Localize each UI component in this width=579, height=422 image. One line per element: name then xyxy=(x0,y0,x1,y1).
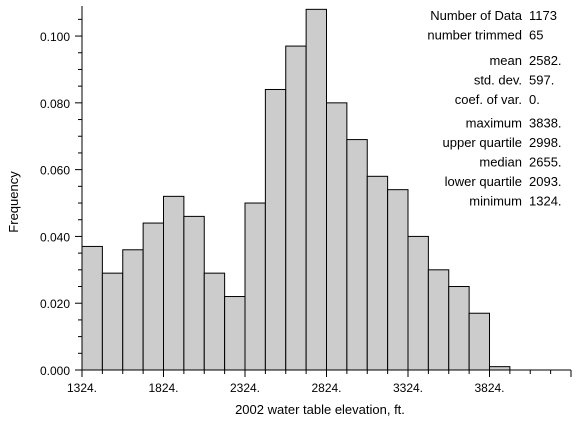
x-axis-label: 2002 water table elevation, ft. xyxy=(235,402,405,417)
y-tick-label: 0.020 xyxy=(40,297,70,311)
histogram-bar xyxy=(264,88,287,371)
histogram-bar xyxy=(489,366,511,371)
stat-label: median xyxy=(479,155,522,170)
x-tick-label: 1824. xyxy=(148,381,178,395)
stat-label: number trimmed xyxy=(427,28,522,43)
stat-value: 0. xyxy=(529,92,540,107)
y-axis-label: Frequency xyxy=(6,171,21,233)
histogram-bar xyxy=(407,235,429,371)
y-tick-label: 0.100 xyxy=(40,30,70,44)
histogram-bar xyxy=(224,296,246,371)
stat-value: 2582. xyxy=(529,53,562,68)
x-tick-label: 1324. xyxy=(67,381,97,395)
histogram-bar xyxy=(326,102,348,371)
histogram-bar xyxy=(387,189,409,371)
stat-label: coef. of var. xyxy=(455,92,522,107)
x-tick-label: 3824. xyxy=(474,381,504,395)
stat-value: 2093. xyxy=(529,174,562,189)
stat-label: upper quartile xyxy=(443,135,523,150)
histogram-bar xyxy=(366,175,389,371)
stat-value: 1173 xyxy=(529,8,557,23)
histogram-bar xyxy=(346,139,368,371)
histogram-bar xyxy=(244,202,266,371)
x-axis-ticks: 1324. 1824. 2324. 2824. 3324. 3824. xyxy=(67,370,572,395)
histogram-bar xyxy=(142,222,164,371)
histogram-bar xyxy=(468,312,490,371)
histogram-bar xyxy=(305,8,327,371)
y-tick-label: 0.000 xyxy=(40,364,70,378)
stat-label: Number of Data xyxy=(430,8,523,23)
stat-value: 65 xyxy=(529,28,543,43)
stat-value: 2998. xyxy=(529,135,562,150)
stat-value: 2655. xyxy=(529,155,562,170)
histogram-bar xyxy=(285,45,307,371)
stat-value: 1324. xyxy=(529,194,562,209)
histogram-bar xyxy=(203,272,226,371)
x-tick-label: 2824. xyxy=(311,381,341,395)
stat-value: 597. xyxy=(529,73,554,88)
statistics-panel: Number of Data 1173 number trimmed 65 mean 25… xyxy=(427,8,561,209)
stat-value: 3838. xyxy=(529,116,562,131)
histogram-bar xyxy=(183,215,205,371)
y-tick-label: 0.040 xyxy=(40,230,70,244)
y-axis-ticks: 0.000 0.020 0.040 0.060 0.080 0.100 xyxy=(40,18,82,378)
histogram-bar xyxy=(101,272,124,371)
histogram-bars xyxy=(81,8,511,371)
histogram-bar xyxy=(81,245,103,371)
histogram-bar xyxy=(163,195,185,371)
histogram-bar xyxy=(122,249,144,371)
x-tick-label: 3324. xyxy=(393,381,423,395)
y-tick-label: 0.060 xyxy=(40,164,70,178)
stat-label: mean xyxy=(489,53,522,68)
histogram-bar xyxy=(427,269,450,371)
stat-label: maximum xyxy=(466,116,522,131)
stat-label: lower quartile xyxy=(445,174,522,189)
stat-label: minimum xyxy=(469,194,522,209)
stat-label: std. dev. xyxy=(474,73,522,88)
x-tick-label: 2324. xyxy=(230,381,260,395)
y-tick-label: 0.080 xyxy=(40,97,70,111)
histogram-bar xyxy=(448,286,470,371)
